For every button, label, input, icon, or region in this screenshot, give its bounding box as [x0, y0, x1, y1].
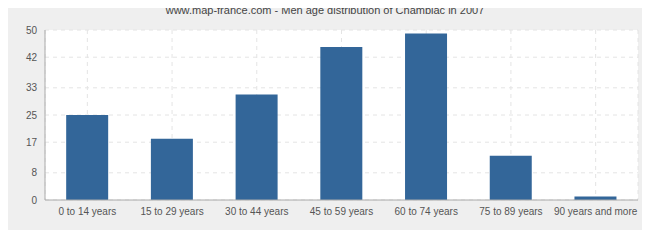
svg-text:33: 33: [26, 82, 38, 93]
svg-text:17: 17: [26, 137, 38, 148]
svg-text:90 years and more: 90 years and more: [554, 206, 638, 217]
svg-text:60 to 74 years: 60 to 74 years: [395, 206, 458, 217]
svg-text:42: 42: [26, 52, 38, 63]
svg-text:45 to 59 years: 45 to 59 years: [310, 206, 373, 217]
svg-text:0 to 14 years: 0 to 14 years: [58, 206, 116, 217]
svg-text:0: 0: [31, 195, 37, 206]
svg-text:75 to 89 years: 75 to 89 years: [479, 206, 542, 217]
svg-text:30 to 44 years: 30 to 44 years: [225, 206, 288, 217]
html-text:www.map-france.com - Men age d: www.map-france.com - Men age distributio…: [165, 4, 485, 16]
svg-text:25: 25: [26, 110, 38, 121]
svg-text:50: 50: [26, 25, 38, 36]
svg-text:8: 8: [31, 167, 37, 178]
svg-text:15 to 29 years: 15 to 29 years: [140, 206, 203, 217]
